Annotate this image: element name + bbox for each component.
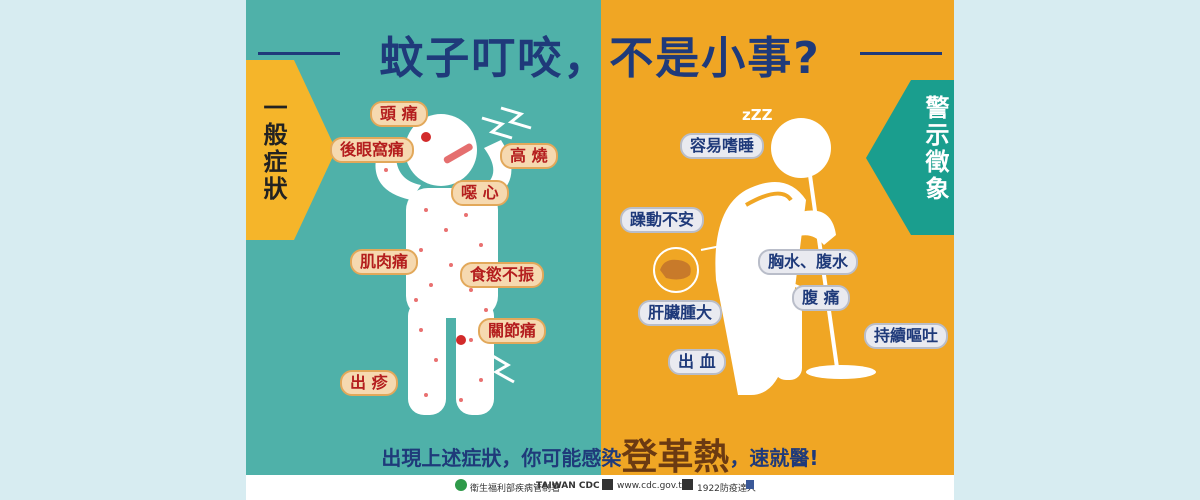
- liver-icon: [660, 259, 691, 280]
- footer-org-en: TAIWAN CDC: [536, 481, 600, 491]
- warning-person-figure: [715, 118, 876, 395]
- symptom-headache: 頭 痛: [370, 101, 428, 127]
- title-line-left: [258, 52, 340, 55]
- symptom-muscle-pain: 肌肉痛: [350, 249, 419, 275]
- warning-fluid-accumulation: 胸水、腹水: [758, 249, 859, 275]
- liver-callout-circle: [653, 247, 699, 293]
- footer-website: www.cdc.gov.tw: [617, 481, 690, 491]
- qr-code-icon: [682, 479, 693, 490]
- pain-zap-icon: [500, 106, 532, 130]
- thumbs-up-icon: [746, 480, 754, 489]
- pointer-line: [700, 239, 752, 251]
- cdc-logo: [455, 479, 467, 491]
- general-symptoms-label: 一般症狀: [259, 95, 287, 203]
- dengue-highlight: 登革熱: [621, 437, 730, 478]
- warning-restlessness: 躁動不安: [620, 207, 705, 233]
- warning-liver-enlargement: 肝臟腫大: [638, 300, 723, 326]
- title-line-right: [860, 52, 942, 55]
- warning-lethargy: 容易嗜睡: [680, 133, 765, 159]
- right-label-tab: [866, 80, 954, 235]
- footer-bar: [246, 475, 954, 500]
- sleepy-zzz: zZZ: [742, 106, 773, 124]
- warning-persistent-vomiting: 持續嘔吐: [864, 323, 949, 349]
- bottom-message-prefix: 出現上述症狀，你可能感染: [381, 446, 622, 470]
- symptom-nausea: 噁 心: [451, 180, 509, 206]
- symptom-joint-pain: 關節痛: [478, 318, 547, 344]
- warning-abdominal-pain: 腹 痛: [792, 285, 850, 311]
- warning-signs-label: 警示徵象: [921, 95, 949, 203]
- bottom-message: 出現上述症狀，你可能感染登革熱，速就醫!: [246, 428, 954, 480]
- dengue-poster: 蚊子叮咬，不是小事? 一般症狀 警示徵象 頭 痛 後眼窩痛 高 燒 噁 心 肌肉…: [246, 0, 954, 500]
- joint-zap-icon: [490, 353, 515, 384]
- warning-bleeding: 出 血: [668, 349, 726, 375]
- symptom-high-fever: 高 燒: [500, 143, 558, 169]
- poster-title: 蚊子叮咬，不是小事?: [379, 33, 821, 84]
- back-outline: [745, 191, 793, 207]
- headache-spot: [421, 132, 431, 142]
- left-label-tab: [246, 60, 336, 240]
- bottom-message-suffix: ，速就醫!: [729, 446, 819, 470]
- symptom-retro-orbital-pain: 後眼窩痛: [330, 137, 415, 163]
- footer-org: 衛生福利部疾病管制署: [470, 484, 561, 494]
- qr-code-icon: [602, 479, 613, 490]
- pain-zap-icon: [481, 116, 513, 140]
- symptom-loss-of-appetite: 食慾不振: [460, 262, 545, 288]
- footer-hotline: 1922防疫達人: [697, 484, 756, 494]
- thermometer-icon: [443, 143, 473, 164]
- symptom-rash: 出 疹: [340, 370, 398, 396]
- joint-pain-spot: [456, 335, 466, 345]
